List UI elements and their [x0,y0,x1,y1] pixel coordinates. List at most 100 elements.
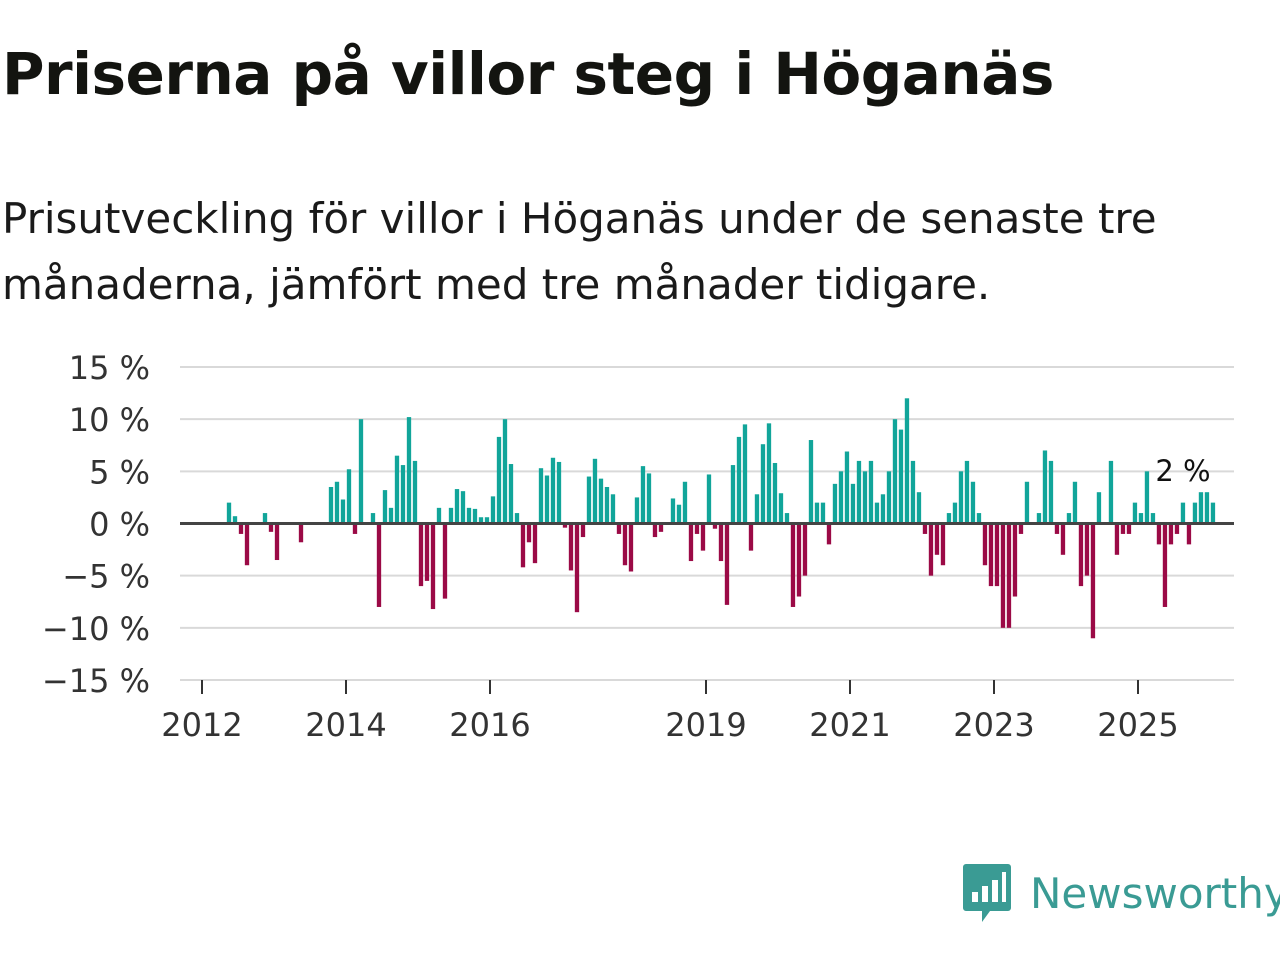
bar [934,523,940,555]
bar [274,523,280,561]
bar [496,436,502,524]
bar [1138,513,1144,524]
bar [868,460,874,524]
bar [1120,523,1126,534]
bar [670,498,676,524]
x-axis: 2012 2014 2016 2019 2021 2023 2025 [161,680,1179,744]
bar [1186,523,1192,545]
bar [376,523,382,607]
y-tick-label: 0 % [89,506,150,544]
bar [994,523,1000,587]
bar [796,523,802,597]
brand-logo[interactable]: Newsworthy [962,862,1280,924]
bar [430,523,436,610]
bar [550,457,556,524]
brand-name: Newsworthy [1030,868,1280,918]
bar [640,466,646,524]
bar [970,481,976,524]
y-tick-label: 5 % [89,453,150,491]
bar [454,489,460,524]
y-tick-label: −10 % [42,610,150,648]
bar [412,460,418,524]
bar [490,496,496,524]
bar [478,517,484,524]
bar [1168,523,1174,545]
bar [832,483,838,524]
bar [514,513,520,524]
bar [784,513,790,524]
bar [592,458,598,524]
bar [850,483,856,524]
bar [1054,523,1060,534]
bar [922,523,928,534]
bar [448,507,454,524]
bar [772,462,778,524]
bar [880,494,886,524]
bar [352,523,358,534]
bar [1126,523,1132,534]
bar [424,523,430,581]
bar [1192,502,1198,524]
bar [688,523,694,562]
bar [328,486,334,524]
bar [1108,460,1114,524]
bar [904,398,910,524]
bar [346,469,352,524]
bar [562,523,568,528]
bar [388,507,394,524]
bar [652,523,658,538]
bar [952,502,958,524]
bar [982,523,988,566]
bar [502,419,508,524]
chart-title: Priserna på villor steg i Höganäs [2,40,1054,108]
bar [766,423,772,524]
bar [706,474,712,524]
bar [466,507,472,524]
bar [1036,513,1042,524]
bar [1090,523,1096,639]
bar [658,523,664,532]
bar [676,504,682,524]
bar [694,523,700,534]
bar [1144,471,1150,524]
bar [1174,523,1180,534]
bar [754,494,760,524]
bar [400,465,406,524]
bar [616,523,622,534]
bar [1078,523,1084,587]
bar [874,502,880,524]
bar [1018,523,1024,534]
y-tick-label: 15 % [69,349,150,387]
bar [1072,481,1078,524]
bar [394,455,400,524]
bar [844,451,850,524]
bar [856,460,862,524]
bar [610,494,616,524]
bar [472,508,478,524]
bar [976,513,982,524]
bar [484,517,490,524]
x-tick-label: 2014 [305,706,386,744]
bar [886,471,892,524]
bar [622,523,628,566]
y-tick-label: 10 % [69,401,150,439]
bar [862,471,868,524]
bar [760,444,766,524]
bar [598,478,604,524]
bar [244,523,250,566]
bar [730,465,736,524]
bar [1000,523,1006,628]
bar [1114,523,1120,555]
bar [406,417,412,524]
x-tick-label: 2016 [449,706,530,744]
bar [1066,513,1072,524]
bar [574,523,580,613]
bar [682,481,688,524]
bar [778,493,784,524]
bar [232,516,238,524]
bar [646,473,652,524]
bar [334,481,340,524]
bar [1060,523,1066,555]
bar [298,523,304,543]
bar [814,502,820,524]
